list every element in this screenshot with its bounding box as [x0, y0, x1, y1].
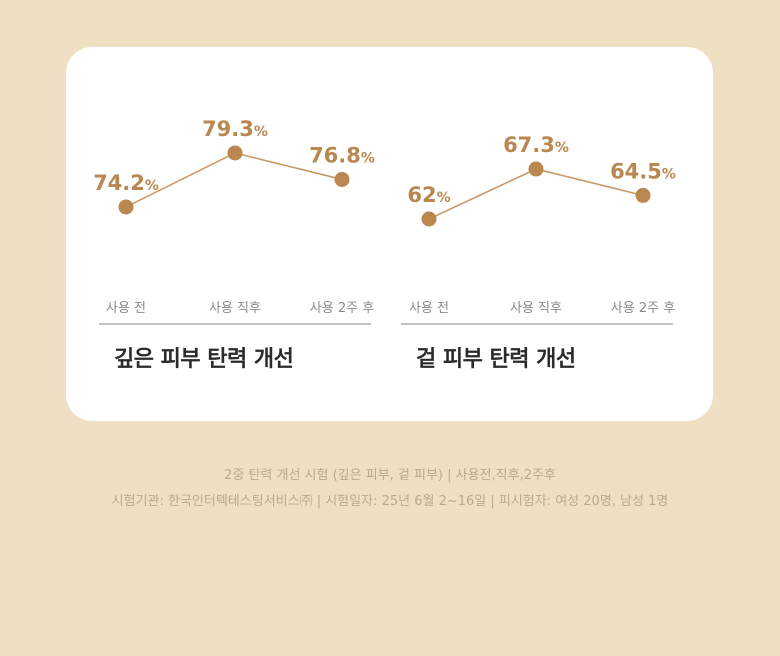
- data-label: 64.5%: [610, 159, 676, 183]
- x-tick-label: 사용 직후: [209, 301, 261, 316]
- data-label: 62%: [407, 183, 450, 207]
- x-tick-label: 사용 2주 후: [611, 301, 675, 316]
- data-point: [635, 187, 651, 203]
- chart-card: 74.2% 79.3% 76.8% 사용 전 사용 직후 사용 2주 후 62% 67.3% 6…: [66, 47, 713, 421]
- data-point: [528, 161, 544, 177]
- data-label: 74.2%: [93, 171, 159, 195]
- x-tick-label: 사용 전: [106, 301, 146, 316]
- data-label: 79.3%: [202, 117, 268, 141]
- charts-svg: 74.2% 79.3% 76.8% 사용 전 사용 직후 사용 2주 후 62% 67.3% 6…: [93, 117, 676, 325]
- data-point: [334, 171, 350, 187]
- footnote-line-1: 2중 탄력 개선 시험 (깊은 피부, 겉 피부) | 사용전,직후,2주후: [224, 468, 556, 483]
- data-label: 76.8%: [309, 143, 375, 167]
- data-point: [421, 211, 437, 227]
- chart-title-surface: 겉 피부 탄력 개선: [416, 347, 576, 372]
- x-tick-label: 사용 2주 후: [310, 301, 374, 316]
- footnote-line-2: 시험기관: 한국인터텍테스팅서비스㈜ | 시험일자: 25년 6월 2~16일 …: [111, 494, 669, 509]
- data-point: [118, 199, 134, 215]
- data-point: [227, 145, 243, 161]
- data-label: 67.3%: [503, 133, 569, 157]
- x-tick-label: 사용 전: [409, 301, 449, 316]
- chart-title-deep: 깊은 피부 탄력 개선: [114, 347, 294, 372]
- x-tick-label: 사용 직후: [510, 301, 562, 316]
